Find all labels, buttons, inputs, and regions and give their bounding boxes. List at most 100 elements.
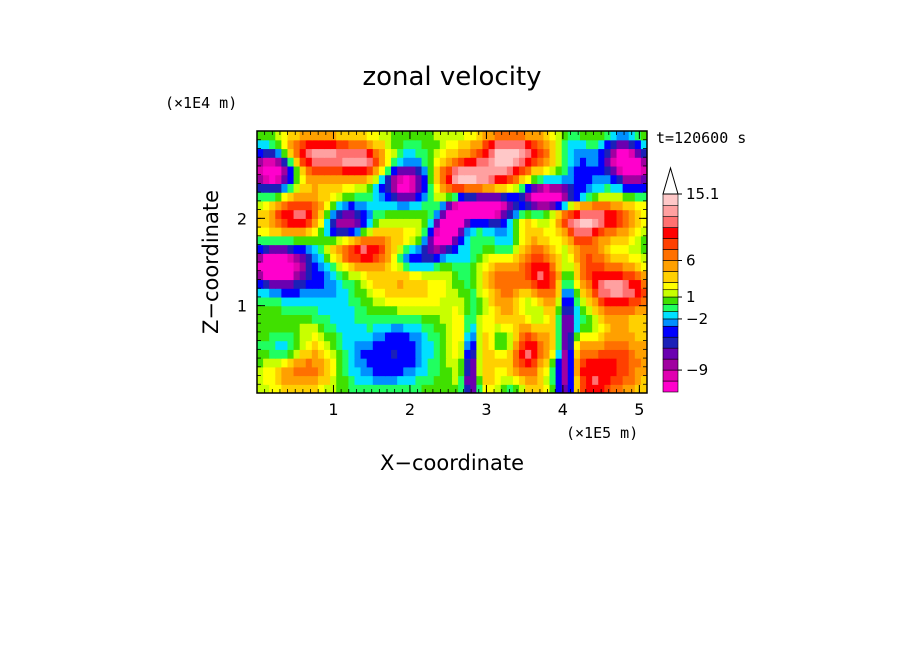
field-cell [640, 288, 647, 298]
field-cell [628, 279, 636, 289]
field-cell [500, 288, 508, 298]
field-cell [512, 340, 520, 350]
field-cell [287, 200, 295, 211]
field-cell [342, 279, 349, 289]
field-cell [421, 200, 429, 211]
field-cell [445, 262, 453, 272]
field-cell [378, 384, 386, 393]
field-cell [543, 358, 551, 368]
field-cell [458, 340, 465, 350]
field-cell [391, 148, 398, 158]
field-cell [421, 209, 429, 219]
field-cell [421, 165, 429, 176]
field-cell [384, 375, 392, 385]
field-cell [519, 314, 526, 324]
field-cell [397, 296, 404, 307]
field-cell [573, 262, 581, 272]
field-cell [458, 366, 465, 377]
field-cell [372, 227, 380, 237]
field-cell [525, 148, 532, 158]
field-cell [567, 296, 575, 307]
field-cell [378, 235, 386, 246]
field-cell [452, 296, 459, 307]
field-cell [616, 262, 624, 272]
field-cell [372, 148, 380, 158]
field-cell [482, 148, 490, 158]
field-cell [519, 183, 526, 193]
field-cell [299, 366, 307, 377]
field-cell [482, 227, 490, 237]
field-cell [573, 279, 581, 289]
field-cell [598, 227, 605, 237]
field-cell [293, 375, 301, 385]
field-cell [549, 165, 557, 176]
field-cell [275, 139, 282, 150]
field-cell [579, 244, 587, 254]
field-cell [470, 366, 477, 377]
field-cell [592, 384, 599, 393]
field-cell [305, 314, 313, 324]
field-cell [622, 270, 630, 281]
field-cell [567, 183, 575, 193]
field-cell [257, 139, 264, 150]
field-cell [336, 270, 343, 281]
field-cell [519, 165, 526, 176]
field-cell [445, 209, 453, 219]
field-cell [299, 165, 307, 176]
field-cell [360, 218, 368, 228]
field-cell [512, 148, 520, 158]
field-cell [482, 174, 490, 184]
field-cell [439, 244, 447, 254]
field-cell [525, 183, 532, 193]
x-axis-label: X−coordinate [380, 451, 524, 475]
field-cell [263, 340, 270, 350]
field-cell [275, 218, 282, 228]
field-cell [281, 244, 289, 254]
field-cell [311, 192, 319, 202]
field-cell [628, 384, 636, 393]
field-cell [324, 183, 331, 193]
field-cell [586, 244, 593, 254]
field-cell [567, 174, 575, 184]
field-cell [488, 288, 496, 298]
field-cell [458, 174, 465, 184]
field-cell [397, 270, 404, 281]
field-cell [397, 200, 404, 211]
field-cell [604, 270, 612, 281]
field-cell [384, 331, 392, 342]
field-cell [543, 366, 551, 377]
field-cell [378, 200, 386, 211]
field-cell [579, 331, 587, 342]
field-cell [299, 209, 307, 219]
field-cell [640, 340, 647, 350]
time-label: t=120600 s [656, 129, 746, 147]
field-cell [494, 148, 502, 158]
field-cell [525, 200, 532, 211]
field-cell [445, 174, 453, 184]
field-cell [439, 253, 447, 263]
field-cell [628, 244, 636, 254]
field-cell [586, 375, 593, 385]
field-cell [317, 270, 325, 281]
field-cell [598, 253, 605, 263]
field-cell [452, 314, 459, 324]
field-cell [488, 314, 496, 324]
field-cell [555, 192, 563, 202]
field-cell [482, 235, 490, 246]
field-cell [586, 296, 593, 307]
field-cell [512, 209, 520, 219]
field-cell [452, 209, 459, 219]
field-cell [427, 218, 435, 228]
field-cell [330, 139, 337, 150]
field-cell [537, 218, 544, 228]
field-cell [579, 227, 587, 237]
field-cell [360, 340, 368, 350]
field-cell [269, 148, 276, 158]
field-cell [512, 349, 520, 359]
field-cell [427, 174, 435, 184]
field-cell [506, 218, 514, 228]
field-cell [616, 244, 624, 254]
field-cell [415, 244, 423, 254]
field-cell [311, 366, 319, 377]
colorbar-swatch [662, 271, 679, 283]
